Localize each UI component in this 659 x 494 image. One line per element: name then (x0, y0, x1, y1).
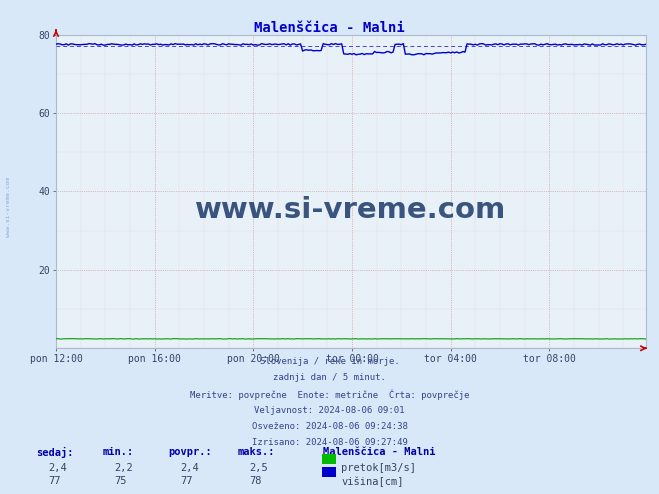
Text: 2,4: 2,4 (48, 463, 67, 473)
Text: 78: 78 (249, 476, 262, 486)
Text: višina[cm]: višina[cm] (341, 476, 404, 487)
Text: 2,2: 2,2 (114, 463, 132, 473)
Text: Osveženo: 2024-08-06 09:24:38: Osveženo: 2024-08-06 09:24:38 (252, 422, 407, 431)
Text: min.:: min.: (102, 447, 133, 457)
Text: Slovenija / reke in morje.: Slovenija / reke in morje. (260, 357, 399, 366)
Text: povpr.:: povpr.: (168, 447, 212, 457)
Text: 2,5: 2,5 (249, 463, 268, 473)
Text: 77: 77 (180, 476, 192, 486)
Text: zadnji dan / 5 minut.: zadnji dan / 5 minut. (273, 373, 386, 382)
Text: sedaj:: sedaj: (36, 447, 74, 458)
Text: www.si-vreme.com: www.si-vreme.com (6, 177, 11, 238)
Text: Veljavnost: 2024-08-06 09:01: Veljavnost: 2024-08-06 09:01 (254, 406, 405, 414)
Text: maks.:: maks.: (237, 447, 275, 457)
Text: Malenščica - Malni: Malenščica - Malni (323, 447, 436, 457)
Text: Malenščica - Malni: Malenščica - Malni (254, 21, 405, 35)
Text: www.si-vreme.com: www.si-vreme.com (195, 196, 507, 224)
Text: Meritve: povprečne  Enote: metrične  Črta: povprečje: Meritve: povprečne Enote: metrične Črta:… (190, 389, 469, 400)
Text: pretok[m3/s]: pretok[m3/s] (341, 463, 416, 473)
Text: 77: 77 (48, 476, 61, 486)
Text: 2,4: 2,4 (180, 463, 198, 473)
Text: 75: 75 (114, 476, 127, 486)
Text: Izrisano: 2024-08-06 09:27:49: Izrisano: 2024-08-06 09:27:49 (252, 438, 407, 447)
